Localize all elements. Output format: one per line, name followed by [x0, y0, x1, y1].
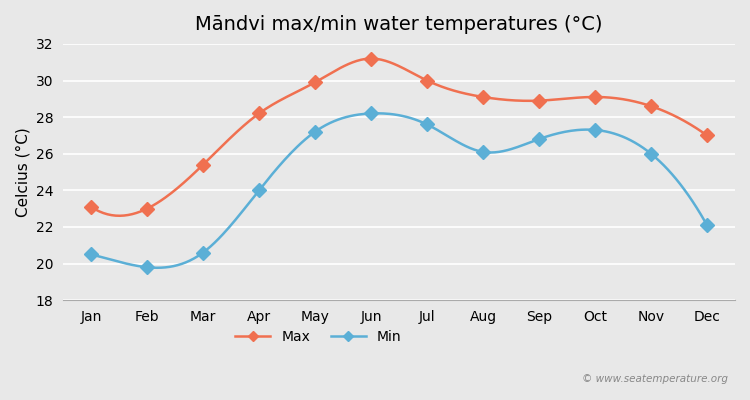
Text: © www.seatemperature.org: © www.seatemperature.org [581, 374, 728, 384]
Legend: Max, Min: Max, Min [230, 324, 407, 350]
Title: Māndvi max/min water temperatures (°C): Māndvi max/min water temperatures (°C) [195, 15, 603, 34]
Y-axis label: Celcius (°C): Celcius (°C) [15, 127, 30, 217]
